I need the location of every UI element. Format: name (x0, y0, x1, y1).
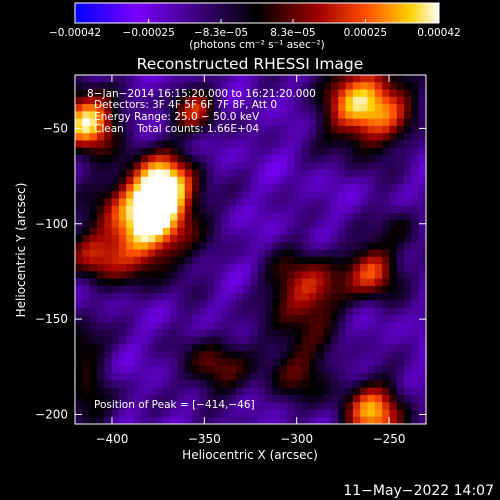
x-tick-label: −300 (280, 432, 313, 446)
annotation-energy: Energy Range: 25.0 − 50.0 keV (94, 111, 260, 123)
annotation-peak-position: Position of Peak = [−414,−46] (94, 399, 255, 411)
colorbar-tick-label: 8.3e−05 (270, 27, 315, 39)
y-tick-label: −50 (43, 121, 68, 135)
chart-title: Reconstructed RHESSI Image (137, 55, 364, 73)
colorbar-ticks: −0.00042 −0.00025 −8.3e−05 8.3e−05 0.00025 0.… (49, 19, 461, 39)
image-annotations: 8−Jan−2014 16:15:20.000 to 16:21:20.000 … (87, 88, 316, 411)
footer-timestamp: 11−May−2022 14:07 (343, 483, 494, 499)
colorbar-tick-label: −0.00042 (49, 27, 101, 39)
colorbar-unit-label: (photons cm⁻² s⁻¹ asec⁻²) (189, 39, 324, 51)
colorbar-gradient (74, 2, 440, 24)
annotation-method: Clean Total counts: 1.66E+04 (94, 123, 259, 135)
colorbar-tick-label: −8.3e−05 (194, 27, 248, 39)
x-axis-label: Heliocentric X (arcsec) (182, 448, 318, 462)
colorbar-tick-label: −0.00025 (123, 27, 175, 39)
heatmap-image (75, 75, 426, 424)
plot-frame (74, 74, 427, 425)
annotation-detectors: Detectors: 3F 4F 5F 6F 7F 8F, Att 0 (94, 99, 277, 111)
annotation-time-range: 8−Jan−2014 16:15:20.000 to 16:21:20.000 (87, 88, 316, 100)
x-tick-label: −350 (188, 432, 221, 446)
y-axis-label: Heliocentric Y (arcsec) (14, 183, 28, 318)
x-axis-ticks: −400 −350 −300 −250 (95, 75, 406, 446)
y-tick-label: −200 (35, 407, 68, 421)
x-tick-label: −250 (373, 432, 406, 446)
y-axis-ticks: −50 −100 −150 −200 (35, 121, 426, 421)
x-tick-label: −400 (95, 432, 128, 446)
colorbar-tick-label: 0.00025 (344, 27, 387, 39)
colorbar: −0.00042 −0.00025 −8.3e−05 8.3e−05 0.00025 0.… (49, 2, 461, 51)
colorbar-tick-label: 0.00042 (417, 27, 460, 39)
y-tick-label: −150 (35, 312, 68, 326)
y-tick-label: −100 (35, 217, 68, 231)
